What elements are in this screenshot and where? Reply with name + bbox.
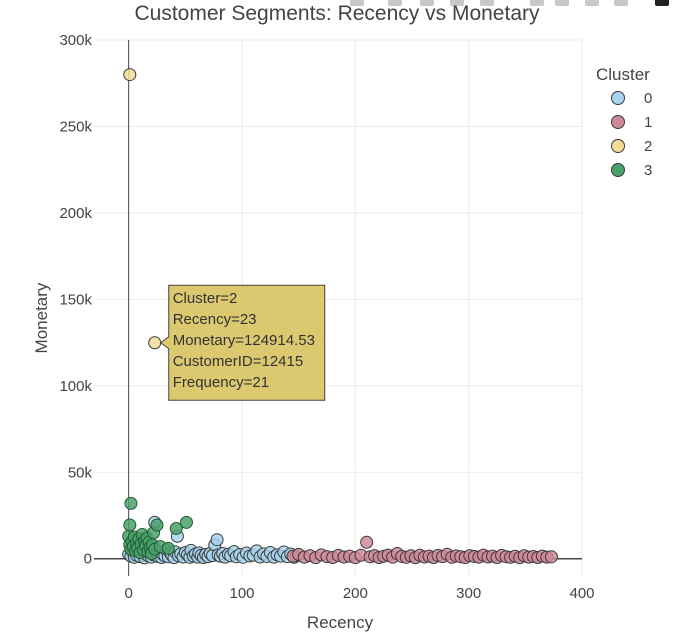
y-tick-label: 200k [59,205,92,222]
data-point[interactable] [148,336,162,350]
x-tick-label: 200 [343,585,368,602]
y-tick-label: 50k [68,464,93,481]
series-cluster-3 [122,496,193,561]
legend-label[interactable]: 3 [644,162,652,179]
data-point[interactable] [161,541,175,555]
reset-axes-icon[interactable] [614,0,628,6]
y-tick-label: 100k [59,378,92,395]
plotly-logo-icon[interactable] [655,0,669,6]
zoom-in-icon[interactable] [530,0,544,6]
hover-tooltip: Cluster=2 Recency=23 Monetary=124914.53 Cus… [159,284,326,401]
tick-labels: 0 100 200 300 400 0 50k 100k 150k 200k 250k 300k [59,32,594,602]
y-tick-label: 300k [59,32,92,49]
tooltip-line: Frequency=21 [173,374,269,391]
tooltip-box [159,284,326,401]
legend-marker[interactable] [611,139,625,153]
x-tick-label: 0 [124,585,132,602]
zoom-out-icon[interactable] [555,0,569,6]
tooltip-line: Recency=23 [173,311,257,328]
y-tick-label: 150k [59,291,92,308]
autoscale-icon[interactable] [585,0,599,6]
tooltip-line: CustomerID=12415 [173,353,304,370]
pan-icon[interactable] [420,0,434,6]
y-tick-label: 250k [59,118,92,135]
y-axis-title: Monetary [32,282,51,353]
legend: Cluster 0 1 2 3 [596,65,652,179]
x-tick-label: 100 [229,585,254,602]
data-point[interactable] [179,515,193,529]
x-tick-label: 400 [569,585,594,602]
camera-icon[interactable] [350,0,364,6]
data-point[interactable] [360,535,374,549]
data-point[interactable] [123,518,137,532]
data-point[interactable] [544,550,558,564]
axes [94,40,582,576]
data-points [122,68,558,565]
series-cluster-1 [286,535,558,565]
box-select-icon[interactable] [450,0,464,6]
y-tick-label: 0 [84,551,92,568]
lasso-select-icon[interactable] [480,0,494,6]
chart-title: Customer Segments: Recency vs Monetary [135,2,540,25]
data-point[interactable] [150,518,164,532]
legend-title: Cluster [596,65,650,84]
x-axis-title: Recency [307,613,374,632]
data-point[interactable] [210,533,224,547]
tooltip-line: Cluster=2 [173,290,238,307]
legend-label[interactable]: 1 [644,114,652,131]
zoom-icon[interactable] [388,0,402,6]
data-point[interactable] [123,68,137,82]
data-point[interactable] [169,521,183,535]
legend-marker[interactable] [611,115,625,129]
legend-marker[interactable] [611,91,625,105]
legend-marker[interactable] [611,163,625,177]
legend-label[interactable]: 0 [644,90,652,107]
data-point[interactable] [124,496,138,510]
x-tick-label: 300 [456,585,481,602]
grid-lines [94,39,583,576]
modebar [350,0,695,8]
legend-label[interactable]: 2 [644,138,652,155]
tooltip-line: Monetary=124914.53 [173,332,315,349]
series-cluster-2 [123,68,162,350]
